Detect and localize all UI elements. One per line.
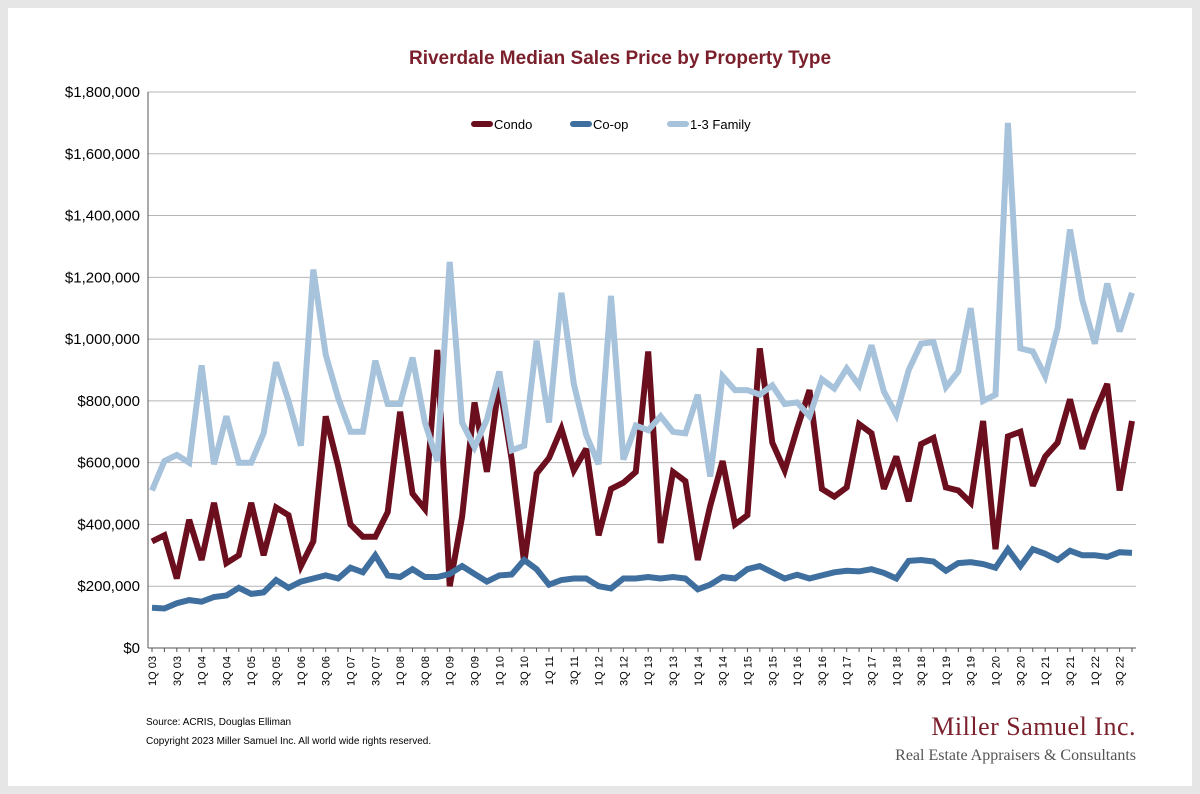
y-tick-label: $800,000 xyxy=(77,393,140,410)
y-tick-label: $200,000 xyxy=(77,578,140,595)
y-tick-label: $400,000 xyxy=(77,516,140,533)
x-tick-label: 1Q 10 xyxy=(494,656,506,686)
x-tick-label: 3Q 16 xyxy=(817,656,829,686)
x-tick-label: 3Q 19 xyxy=(966,656,978,686)
x-tick-label: 1Q 19 xyxy=(941,656,953,686)
series-line-condo xyxy=(150,348,1135,587)
x-tick-label: 3Q 13 xyxy=(668,656,680,686)
x-tick-label: 3Q 12 xyxy=(618,656,630,686)
x-tick-label: 3Q 04 xyxy=(221,656,233,686)
x-tick-label: 3Q 14 xyxy=(718,656,730,686)
x-tick-label: 1Q 21 xyxy=(1040,656,1052,686)
x-tick-label: 1Q 15 xyxy=(742,656,754,686)
y-tick-label: $1,800,000 xyxy=(65,84,140,101)
x-tick-label: 1Q 06 xyxy=(296,656,308,686)
brand-logo-tagline: Real Estate Appraisers & Consultants xyxy=(895,747,1136,764)
x-tick-label: 3Q 22 xyxy=(1115,656,1127,686)
x-tick-label: 1Q 11 xyxy=(544,656,556,685)
legend: Condo Co-op 1-3 Family xyxy=(471,117,751,132)
x-tick-label: 1Q 05 xyxy=(246,656,258,686)
x-tick-label: 1Q 03 xyxy=(147,656,159,686)
x-tick-label: 3Q 15 xyxy=(767,656,779,686)
x-tick-label: 3Q 09 xyxy=(470,656,482,686)
legend-label-co-op: Co-op xyxy=(593,117,628,132)
x-tick-label: 3Q 17 xyxy=(866,656,878,686)
x-tick-label: 3Q 10 xyxy=(519,656,531,686)
legend-label-condo: Condo xyxy=(494,117,532,132)
x-tick-label: 3Q 05 xyxy=(271,656,283,686)
x-tick-label: 1Q 17 xyxy=(842,656,854,686)
y-tick-label: $1,400,000 xyxy=(65,208,140,225)
x-tick-label: 1Q 18 xyxy=(891,656,903,686)
y-tick-label: $0 xyxy=(123,640,140,657)
y-tick-label: $1,200,000 xyxy=(65,269,140,286)
y-tick-label: $1,600,000 xyxy=(65,146,140,163)
chart-title: Riverdale Median Sales Price by Property… xyxy=(409,48,831,69)
axes: $0 $200,000 $400,000 $600,000 $800,000 $1,000… xyxy=(65,84,1136,686)
x-tick-label: 1Q 12 xyxy=(594,656,606,686)
x-tick-label: 3Q 21 xyxy=(1065,656,1077,686)
x-tick-label: 3Q 03 xyxy=(172,656,184,686)
x-tick-label: 1Q 07 xyxy=(345,656,357,686)
x-tick-label: 1Q 09 xyxy=(445,656,457,686)
x-tick-label: 3Q 18 xyxy=(916,656,928,686)
series-line-1-3-family xyxy=(149,122,1135,492)
x-tick-label: 3Q 08 xyxy=(420,656,432,686)
x-tick-label: 3Q 20 xyxy=(1015,656,1027,686)
x-tick-label: 3Q 07 xyxy=(370,656,382,686)
y-tick-label: $600,000 xyxy=(77,455,140,472)
chart-svg: Riverdale Median Sales Price by Property… xyxy=(65,48,1136,764)
x-tick-label: 3Q 11 xyxy=(569,656,581,685)
series-lines xyxy=(149,122,1135,612)
brand-logo-name: Miller Samuel Inc. xyxy=(931,712,1136,741)
x-tick-label: 1Q 04 xyxy=(197,656,209,686)
x-tick-label: 1Q 14 xyxy=(693,656,705,686)
chart-card: Riverdale Median Sales Price by Property… xyxy=(8,8,1192,786)
series-line-co-op xyxy=(151,543,1133,612)
x-tick-label: 1Q 08 xyxy=(395,656,407,686)
legend-label-1-3-family: 1-3 Family xyxy=(690,117,751,132)
x-tick-label: 1Q 20 xyxy=(991,656,1003,686)
x-tick-label: 1Q 22 xyxy=(1090,656,1102,686)
x-tick-label: 1Q 13 xyxy=(643,656,655,686)
x-tick-label: 1Q 16 xyxy=(792,656,804,686)
gridlines xyxy=(148,91,1136,587)
y-tick-label: $1,000,000 xyxy=(65,331,140,348)
x-tick-label: 3Q 06 xyxy=(321,656,333,686)
source-note: Source: ACRIS, Douglas Elliman xyxy=(146,717,291,728)
copyright-note: Copyright 2023 Miller Samuel Inc. All wo… xyxy=(146,736,431,747)
